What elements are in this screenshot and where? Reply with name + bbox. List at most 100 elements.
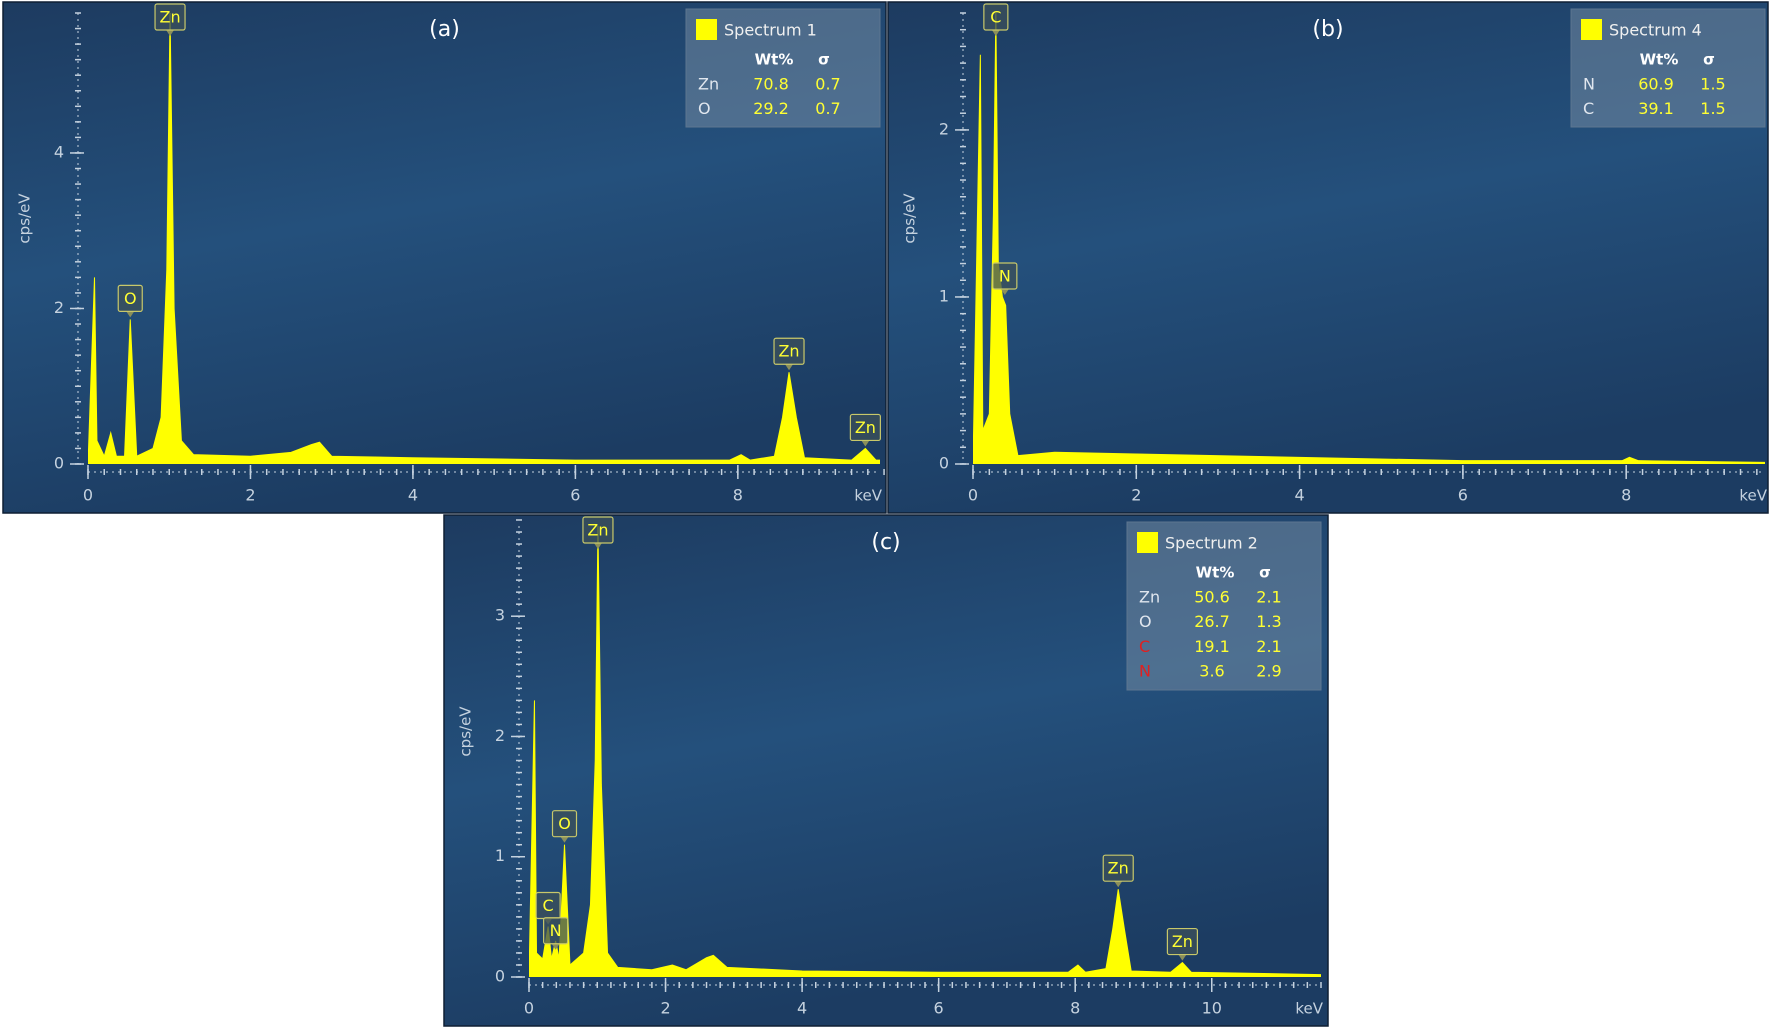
- element-name: N: [1139, 662, 1151, 681]
- peak-label-pointer: [551, 943, 560, 950]
- spectrum-area: [88, 12, 880, 464]
- y-axis-label: cps/eV: [457, 706, 475, 757]
- x-tick-label: 2: [1131, 486, 1141, 505]
- panel-title: (a): [429, 17, 460, 42]
- legend-column-header: σ: [1703, 51, 1715, 69]
- y-tick-label: 3: [495, 606, 505, 625]
- peak-label: N: [543, 917, 569, 950]
- legend-column-header: σ: [1259, 564, 1271, 582]
- element-name: Zn: [698, 75, 719, 94]
- peak-label: Zn: [849, 413, 881, 447]
- peak-label: O: [551, 810, 578, 843]
- peak-label-text: C: [543, 896, 554, 915]
- spectrum-panel: (a) 0 2 4 cps/eV 0 2 4 6 8 keV O Zn Zn Zn Spectrum 1 Wt%…: [2, 1, 887, 514]
- weight-percent: 19.1: [1194, 637, 1230, 656]
- peak-label-pointer: [1000, 288, 1009, 295]
- x-tick-label: 0: [968, 486, 978, 505]
- peak-label-text: O: [124, 289, 137, 308]
- y-axis-label: cps/eV: [901, 193, 919, 244]
- legend-column-header: σ: [818, 51, 830, 69]
- peak-label-text: N: [999, 266, 1011, 285]
- peak-label-pointer: [126, 311, 135, 318]
- peak-label-box: [1102, 854, 1134, 882]
- peak-label-pointer: [560, 836, 569, 843]
- y-tick-label: 1: [939, 286, 949, 305]
- peak-label-text: Zn: [855, 418, 876, 437]
- legend-swatch: [1137, 532, 1158, 553]
- legend: Spectrum 4 Wt% σ N 60.9 1.5 C 39.1 1.5: [1570, 8, 1766, 128]
- sigma: 1.3: [1256, 612, 1281, 631]
- x-tick-label: 4: [1295, 486, 1305, 505]
- y-tick-label: 1: [495, 846, 505, 865]
- peak-label-text: O: [558, 814, 571, 833]
- peak-label-text: Zn: [778, 342, 799, 361]
- x-tick-label: 6: [934, 999, 944, 1018]
- peak-label-text: C: [990, 8, 1001, 27]
- sigma: 2.9: [1256, 662, 1281, 681]
- sigma: 2.1: [1256, 637, 1281, 656]
- weight-percent: 60.9: [1638, 75, 1674, 94]
- peak-label-box: [582, 516, 614, 544]
- legend-label: Spectrum 2: [1165, 534, 1258, 553]
- peak-label-box: [543, 917, 569, 945]
- peak-label-box: [849, 413, 881, 442]
- sigma: 2.1: [1256, 588, 1281, 607]
- panel-title: (c): [871, 530, 900, 555]
- x-tick-label: 6: [1458, 486, 1468, 505]
- peak-label-text: Zn: [1108, 859, 1129, 878]
- peak-label-text: Zn: [587, 521, 608, 540]
- peak-label-box: [773, 337, 805, 365]
- sigma: 1.5: [1700, 99, 1725, 118]
- peak-label-text: N: [550, 921, 562, 940]
- x-tick-label: 8: [1070, 999, 1080, 1018]
- element-name: N: [1583, 75, 1595, 94]
- peak-label: Zn: [1102, 854, 1134, 888]
- sigma: 0.7: [815, 99, 840, 118]
- y-tick-label: 0: [495, 967, 505, 986]
- peak-label: Zn: [154, 3, 186, 36]
- peak-label-pointer: [1178, 954, 1187, 961]
- weight-percent: 29.2: [753, 99, 789, 118]
- peak-label: Zn: [582, 516, 614, 549]
- x-tick-label: 0: [83, 486, 93, 505]
- x-tick-label: 0: [524, 999, 534, 1018]
- peak-label: N: [992, 262, 1018, 295]
- peak-label-pointer: [785, 364, 794, 371]
- y-tick-label: 0: [939, 454, 949, 473]
- y-tick-label: 2: [939, 119, 949, 138]
- element-name: O: [698, 99, 711, 118]
- y-tick-label: 4: [54, 142, 64, 161]
- peak-label-pointer: [991, 30, 1000, 36]
- element-name: O: [1139, 612, 1152, 631]
- y-tick-label: 2: [495, 726, 505, 745]
- peak-label-box: [551, 810, 578, 838]
- legend-column-header: Wt%: [1196, 564, 1235, 582]
- x-tick-label: 2: [245, 486, 255, 505]
- peak-label-box: [1166, 927, 1199, 956]
- sigma: 0.7: [815, 75, 840, 94]
- legend-label: Spectrum 1: [724, 21, 817, 40]
- x-tick-label: 10: [1202, 999, 1222, 1018]
- peak-label-box: [992, 262, 1018, 290]
- legend-box: [685, 8, 881, 128]
- element-name: Zn: [1139, 588, 1160, 607]
- legend-swatch: [1581, 19, 1602, 40]
- weight-percent: 26.7: [1194, 612, 1230, 631]
- peak-label: Zn: [1166, 927, 1199, 961]
- sigma: 1.5: [1700, 75, 1725, 94]
- x-axis-label: keV: [854, 487, 882, 505]
- panel-title: (b): [1312, 17, 1343, 42]
- x-tick-label: 8: [733, 486, 743, 505]
- peak-label-pointer: [1114, 881, 1123, 888]
- x-tick-label: 4: [797, 999, 807, 1018]
- y-axis-label: cps/eV: [16, 193, 34, 244]
- peak-label: C: [983, 3, 1009, 36]
- legend-column-header: Wt%: [1640, 51, 1679, 69]
- legend-swatch: [696, 19, 717, 40]
- peak-label-box: [154, 3, 186, 31]
- x-tick-label: 6: [570, 486, 580, 505]
